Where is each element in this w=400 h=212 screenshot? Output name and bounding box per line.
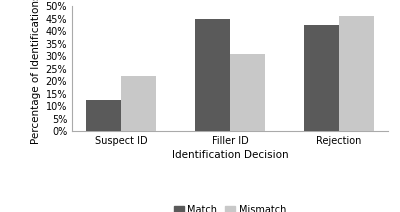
Bar: [304, 25, 339, 131]
Bar: [121, 76, 156, 131]
Bar: [230, 54, 265, 131]
Legend: Match, Mismatch: Match, Mismatch: [170, 201, 290, 212]
Bar: [86, 100, 121, 131]
Bar: [339, 16, 374, 131]
X-axis label: Identification Decision: Identification Decision: [172, 151, 288, 160]
Y-axis label: Percentage of Identifications: Percentage of Identifications: [31, 0, 41, 144]
Bar: [195, 19, 230, 131]
